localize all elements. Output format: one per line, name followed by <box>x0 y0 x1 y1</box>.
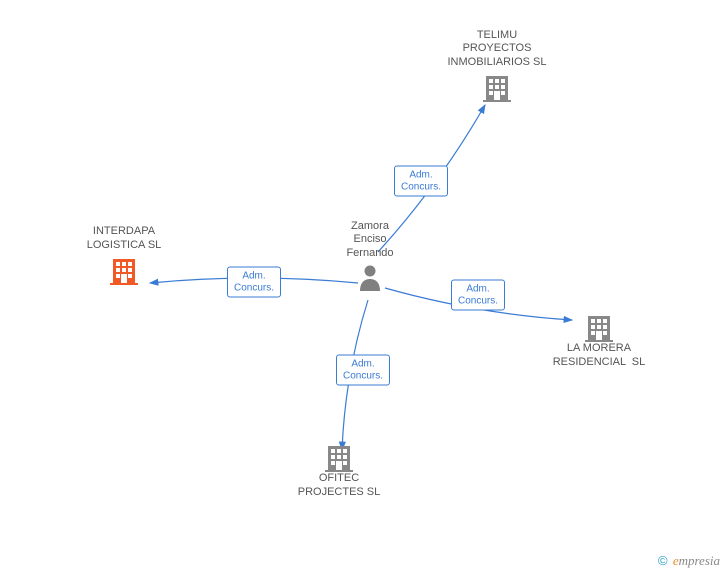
brand-rest: mpresia <box>679 553 720 568</box>
company-node-interdapa: INTERDAPA LOGISTICA SL <box>54 225 194 285</box>
edge-label-telimu: Adm. Concurs. <box>394 166 448 197</box>
person-icon <box>358 263 382 291</box>
company-node-lamorera: LA MORERA RESIDENCIAL SL <box>529 310 669 370</box>
center-node-person: Zamora Enciso Fernando <box>300 220 440 291</box>
center-node-label: Zamora Enciso Fernando <box>300 220 440 261</box>
copyright-symbol: © <box>658 553 668 568</box>
company-node-ofitec: OFITEC PROJECTES SL <box>269 440 409 500</box>
company-label: LA MORERA RESIDENCIAL SL <box>529 342 669 370</box>
building-icon <box>110 257 138 285</box>
company-node-telimu: TELIMU PROYECTOS INMOBILIARIOS SL <box>427 29 567 102</box>
building-icon <box>325 444 353 472</box>
building-icon <box>483 74 511 102</box>
edge-label-lamorera: Adm. Concurs. <box>451 280 505 311</box>
footer-branding: © empresia <box>658 553 720 569</box>
company-label: TELIMU PROYECTOS INMOBILIARIOS SL <box>427 29 567 70</box>
company-label: OFITEC PROJECTES SL <box>269 472 409 500</box>
building-icon <box>585 314 613 342</box>
edge-label-interdapa: Adm. Concurs. <box>227 267 281 298</box>
edge-label-ofitec: Adm. Concurs. <box>336 355 390 386</box>
company-label: INTERDAPA LOGISTICA SL <box>54 225 194 253</box>
